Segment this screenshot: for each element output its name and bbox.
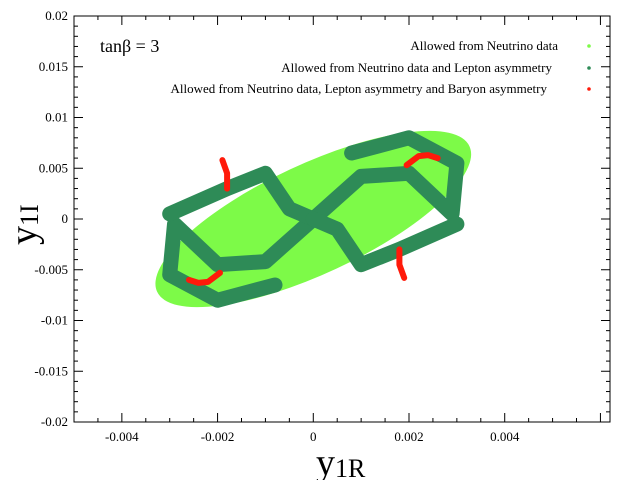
series-2-band-3 (162, 165, 321, 227)
series-3-arc-1 (403, 152, 441, 169)
series-3-arc-3 (219, 157, 231, 192)
legend-marker-1 (587, 44, 591, 48)
y-axis-title: y1I (3, 204, 45, 245)
annotation-symbol: β (122, 36, 131, 56)
legend-label-1: Allowed from Neutrino data (410, 38, 558, 53)
x-tick-label: -0.002 (201, 429, 235, 444)
x-tick-label: 0 (310, 429, 317, 444)
y-tick-label: -0.005 (34, 262, 68, 277)
y-tick-label: -0.015 (34, 363, 68, 378)
legend-marker-2 (587, 66, 591, 70)
annotation-tanbeta: tanβ = 3 (100, 36, 159, 56)
y-tick-label: 0.005 (39, 160, 68, 175)
legend-label-3: Allowed from Neutrino data, Lepton asymm… (170, 81, 547, 96)
series-2-band-1 (162, 211, 321, 308)
x-tick-label: 0.004 (490, 429, 520, 444)
y-axis-title-main: y (3, 226, 45, 245)
plot-area (155, 130, 472, 308)
x-tick-label: 0.002 (394, 429, 423, 444)
axis-ticks: -0.004 -0.002 0 0.002 0.004 -0.02 -0.015 -0.01 -… (34, 8, 610, 444)
y-axis-title-sub: 1I (15, 204, 44, 226)
series-3-arc-4 (396, 246, 408, 281)
y-tick-label: -0.01 (41, 313, 68, 328)
annotation-prefix: tan (100, 36, 122, 56)
y-tick-label: 0.015 (39, 59, 68, 74)
annotation-suffix: = 3 (131, 36, 159, 56)
series-2-band-4 (305, 211, 465, 273)
legend: Allowed from Neutrino data Allowed from … (170, 38, 591, 96)
y-tick-label: 0.01 (45, 110, 68, 125)
x-axis-title-main: y (316, 442, 335, 480)
y-tick-label: 0 (62, 211, 69, 226)
x-axis-title: y1R (316, 442, 366, 480)
y-tick-label: -0.02 (41, 414, 68, 429)
legend-label-2: Allowed from Neutrino data and Lepton as… (281, 60, 552, 75)
series-3-arc-2 (185, 269, 223, 286)
y-tick-label: 0.02 (45, 8, 68, 23)
x-axis-title-sub: 1R (335, 454, 366, 480)
series-2-band-2 (305, 130, 465, 227)
legend-marker-3 (587, 87, 591, 91)
x-tick-label: -0.004 (105, 429, 139, 444)
